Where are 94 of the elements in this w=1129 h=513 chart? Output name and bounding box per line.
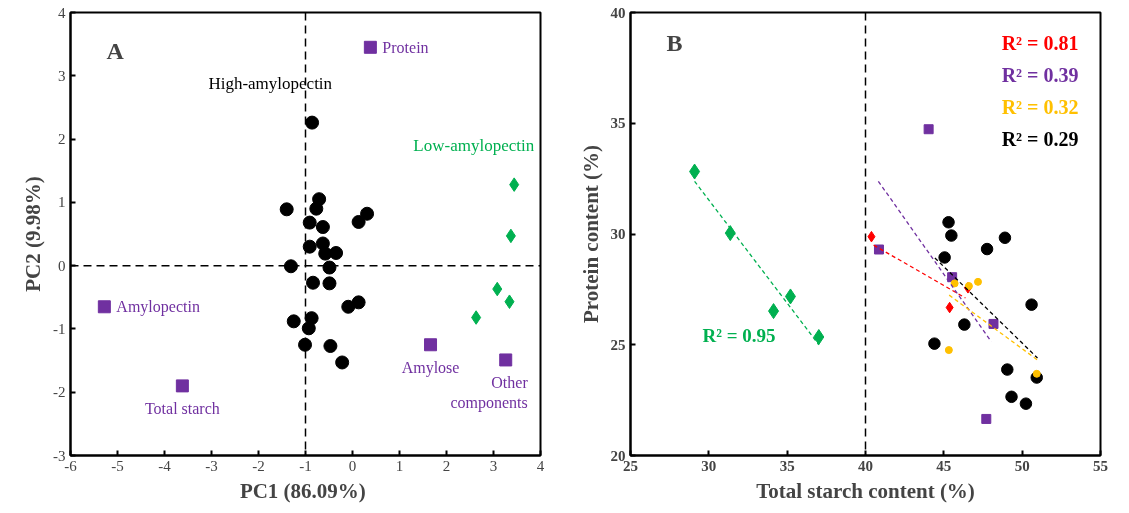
point xyxy=(942,216,955,229)
x-tick-label: 30 xyxy=(701,457,717,474)
point xyxy=(315,220,330,235)
x-tick-label: -4 xyxy=(158,457,172,474)
y-tick-label: 30 xyxy=(610,226,626,242)
point xyxy=(689,163,701,180)
y-tick-label: 3 xyxy=(58,67,66,84)
point xyxy=(980,242,994,256)
x-tick-label: 40 xyxy=(858,457,873,474)
point xyxy=(363,40,377,54)
point xyxy=(981,413,992,424)
series-label: Total starch xyxy=(144,399,220,417)
point xyxy=(1025,298,1038,311)
x-tick-label: 1 xyxy=(395,457,404,474)
x-tick-label: -6 xyxy=(64,457,78,474)
point xyxy=(351,295,366,310)
text: R² = 0.81 xyxy=(1001,31,1079,54)
point xyxy=(322,276,337,291)
point xyxy=(301,321,316,336)
x-tick-label: 3 xyxy=(489,457,498,474)
x-tick-label: -1 xyxy=(299,457,312,474)
point xyxy=(306,275,321,290)
point xyxy=(305,115,320,130)
point xyxy=(302,215,317,230)
point xyxy=(938,251,951,264)
point xyxy=(1005,390,1018,404)
point xyxy=(988,318,999,329)
x-tick-label: 50 xyxy=(1014,457,1030,474)
text: R² = 0.39 xyxy=(1001,63,1079,86)
point xyxy=(813,329,825,345)
text: R² = 0.29 xyxy=(1001,127,1079,150)
point xyxy=(768,303,780,320)
point xyxy=(724,225,736,242)
y-tick-label: 4 xyxy=(58,4,66,21)
y-axis-title: PC2 (9.98%) xyxy=(21,176,45,292)
point xyxy=(950,279,959,288)
point xyxy=(302,239,317,254)
point xyxy=(784,288,796,305)
series-label: Amylopectin xyxy=(116,298,200,317)
point xyxy=(509,177,520,192)
y-tick-label: -1 xyxy=(53,320,66,337)
point xyxy=(998,231,1012,244)
x-tick-label: 45 xyxy=(936,457,952,474)
point xyxy=(958,318,971,331)
point xyxy=(175,379,189,393)
point xyxy=(945,229,958,242)
point xyxy=(499,353,513,367)
point xyxy=(298,337,313,352)
point xyxy=(309,201,324,216)
text: B xyxy=(666,29,683,56)
point xyxy=(923,124,934,135)
x-tick-label: -2 xyxy=(252,457,265,474)
y-tick-label: -2 xyxy=(53,384,66,401)
point xyxy=(329,246,344,260)
point xyxy=(335,355,350,370)
x-tick-label: -5 xyxy=(111,457,124,474)
x-axis-title: PC1 (86.09%) xyxy=(239,478,366,503)
x-axis-title: Total starch content (%) xyxy=(756,478,975,503)
x-tick-label: -3 xyxy=(205,457,218,474)
y-axis-title: Protein content (%) xyxy=(578,144,603,324)
point xyxy=(424,338,438,352)
y-tick-label: 0 xyxy=(58,257,66,274)
point xyxy=(97,300,111,314)
point xyxy=(351,214,366,229)
point xyxy=(944,346,953,355)
point xyxy=(279,202,294,217)
x-tick-label: 0 xyxy=(348,457,357,474)
point xyxy=(323,339,338,353)
x-tick-label: 2 xyxy=(442,457,451,474)
point xyxy=(322,260,337,275)
point xyxy=(471,310,482,325)
point xyxy=(1032,369,1041,378)
series-label: Low-amylopectin xyxy=(413,135,535,155)
x-tick-label: 4 xyxy=(536,457,545,474)
text: R² = 0.32 xyxy=(1001,95,1079,118)
point xyxy=(1019,397,1033,410)
y-tick-label: 1 xyxy=(58,194,66,211)
point xyxy=(283,259,298,274)
y-tick-label: 25 xyxy=(610,336,626,353)
series-label: Protein xyxy=(382,38,429,56)
y-tick-label: 35 xyxy=(610,115,626,132)
series-label: R² = 0.95 xyxy=(702,325,776,347)
text: A xyxy=(106,37,125,64)
point xyxy=(286,314,301,329)
point xyxy=(504,294,515,309)
series-label: High-amylopectin xyxy=(208,73,333,93)
point xyxy=(928,337,941,350)
y-tick-label: 40 xyxy=(610,4,626,21)
point xyxy=(360,206,375,221)
point xyxy=(973,277,982,286)
point xyxy=(1001,363,1014,376)
x-tick-label: 35 xyxy=(779,457,795,474)
y-tick-label: 2 xyxy=(58,131,66,148)
x-tick-label: 55 xyxy=(1093,457,1108,474)
